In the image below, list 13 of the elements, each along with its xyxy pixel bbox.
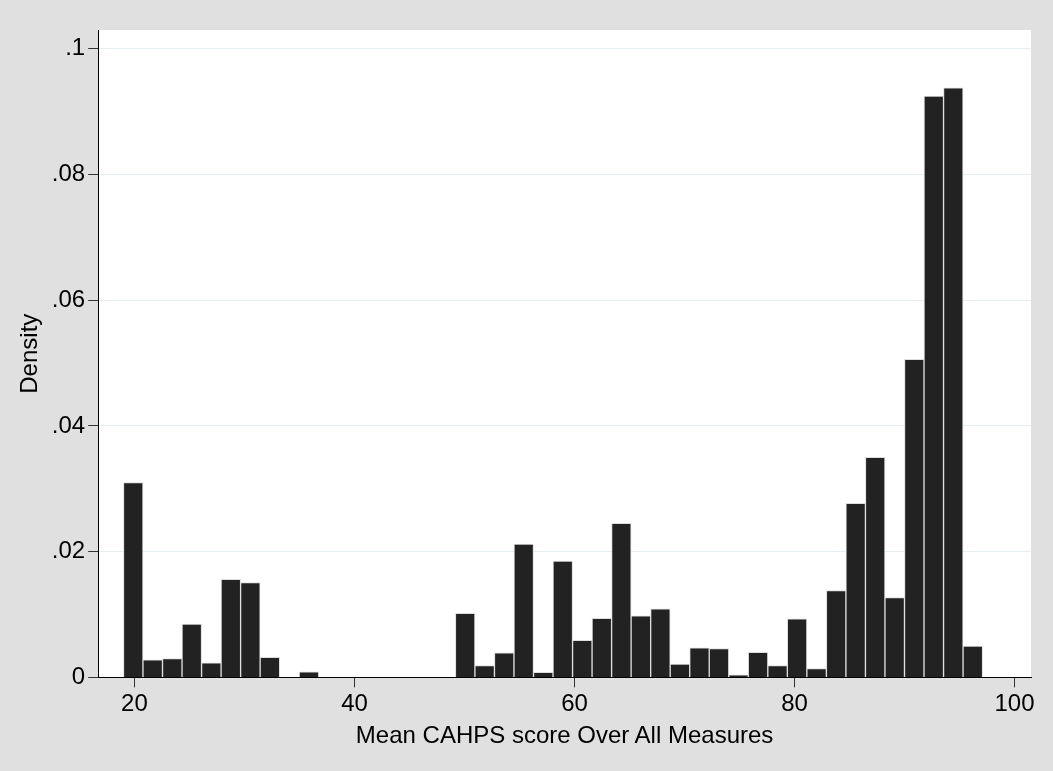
x-tick-label: 80 (781, 689, 808, 717)
y-tick-label: 0 (71, 662, 86, 690)
y-tick-label: .04 (51, 410, 86, 438)
y-tick-label: .06 (51, 284, 86, 312)
x-axis-title: Mean CAHPS score Over All Measures (355, 721, 774, 749)
y-tick-label: .1 (65, 33, 86, 61)
y-tick-label: .08 (51, 159, 86, 187)
x-tick-label: 60 (561, 689, 588, 717)
x-tick-label: 40 (341, 689, 368, 717)
x-tick-label: 20 (121, 689, 148, 717)
x-tick-label: 100 (994, 689, 1035, 717)
y-axis-title: Density (15, 313, 43, 394)
y-tick-label: .02 (51, 536, 86, 564)
